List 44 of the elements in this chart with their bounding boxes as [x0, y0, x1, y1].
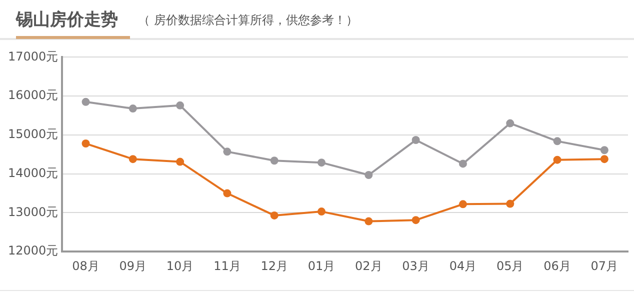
point: [600, 146, 608, 154]
x-tick-label: 11月: [214, 258, 241, 273]
y-tick-label: 16000元: [8, 88, 58, 102]
point: [223, 189, 232, 198]
point: [223, 148, 232, 156]
point: [553, 137, 562, 146]
point: [364, 217, 373, 226]
point: [318, 158, 326, 167]
point: [82, 98, 90, 106]
y-tick-label: 13000元: [8, 204, 58, 219]
y-tick-label: 14000元: [8, 166, 58, 180]
x-tick-label: 12月: [260, 258, 288, 273]
x-tick-label: 08月: [72, 258, 100, 273]
x-tick-label: 10月: [166, 258, 194, 273]
x-tick-label: 02月: [355, 258, 382, 273]
point: [176, 158, 184, 166]
point: [270, 156, 278, 165]
x-tick-label: 01月: [308, 258, 336, 273]
x-tick-label: 07月: [590, 258, 618, 273]
point: [458, 160, 467, 168]
point: [318, 208, 326, 216]
chart-title: 锡山房价走势: [16, 8, 130, 39]
x-tick-label: 03月: [402, 258, 430, 273]
point: [506, 200, 514, 208]
point: [412, 216, 420, 224]
point: [553, 156, 562, 164]
point: [176, 101, 184, 110]
point: [600, 155, 608, 164]
point: [128, 155, 137, 164]
point: [458, 200, 467, 208]
x-tick-label: 05月: [496, 258, 524, 273]
y-tick-label: 17000元: [8, 49, 58, 64]
chart-subtitle: （ 房价数据综合计算所得，供您参考！）: [138, 12, 358, 29]
x-tick-label: 09月: [119, 258, 147, 273]
point: [412, 136, 420, 144]
point: [364, 171, 373, 180]
point: [506, 119, 514, 128]
y-tick-label: 12000元: [8, 244, 58, 258]
x-tick-label: 04月: [449, 258, 477, 273]
point: [128, 104, 137, 113]
x-tick-label: 06月: [544, 258, 571, 273]
y-tick-label: 15000元: [8, 127, 58, 142]
point: [270, 211, 278, 220]
point: [82, 140, 90, 148]
